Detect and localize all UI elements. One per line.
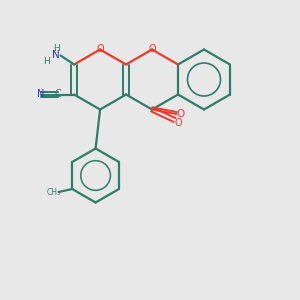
Text: H: H <box>53 44 59 53</box>
Text: O: O <box>176 109 185 119</box>
Text: N: N <box>52 50 59 61</box>
Text: O: O <box>96 44 104 55</box>
Text: N: N <box>37 89 44 99</box>
Text: C: C <box>55 89 62 99</box>
Text: CH₃: CH₃ <box>46 188 60 196</box>
Text: O: O <box>174 118 182 128</box>
Text: O: O <box>148 44 156 55</box>
Text: H: H <box>43 57 50 66</box>
